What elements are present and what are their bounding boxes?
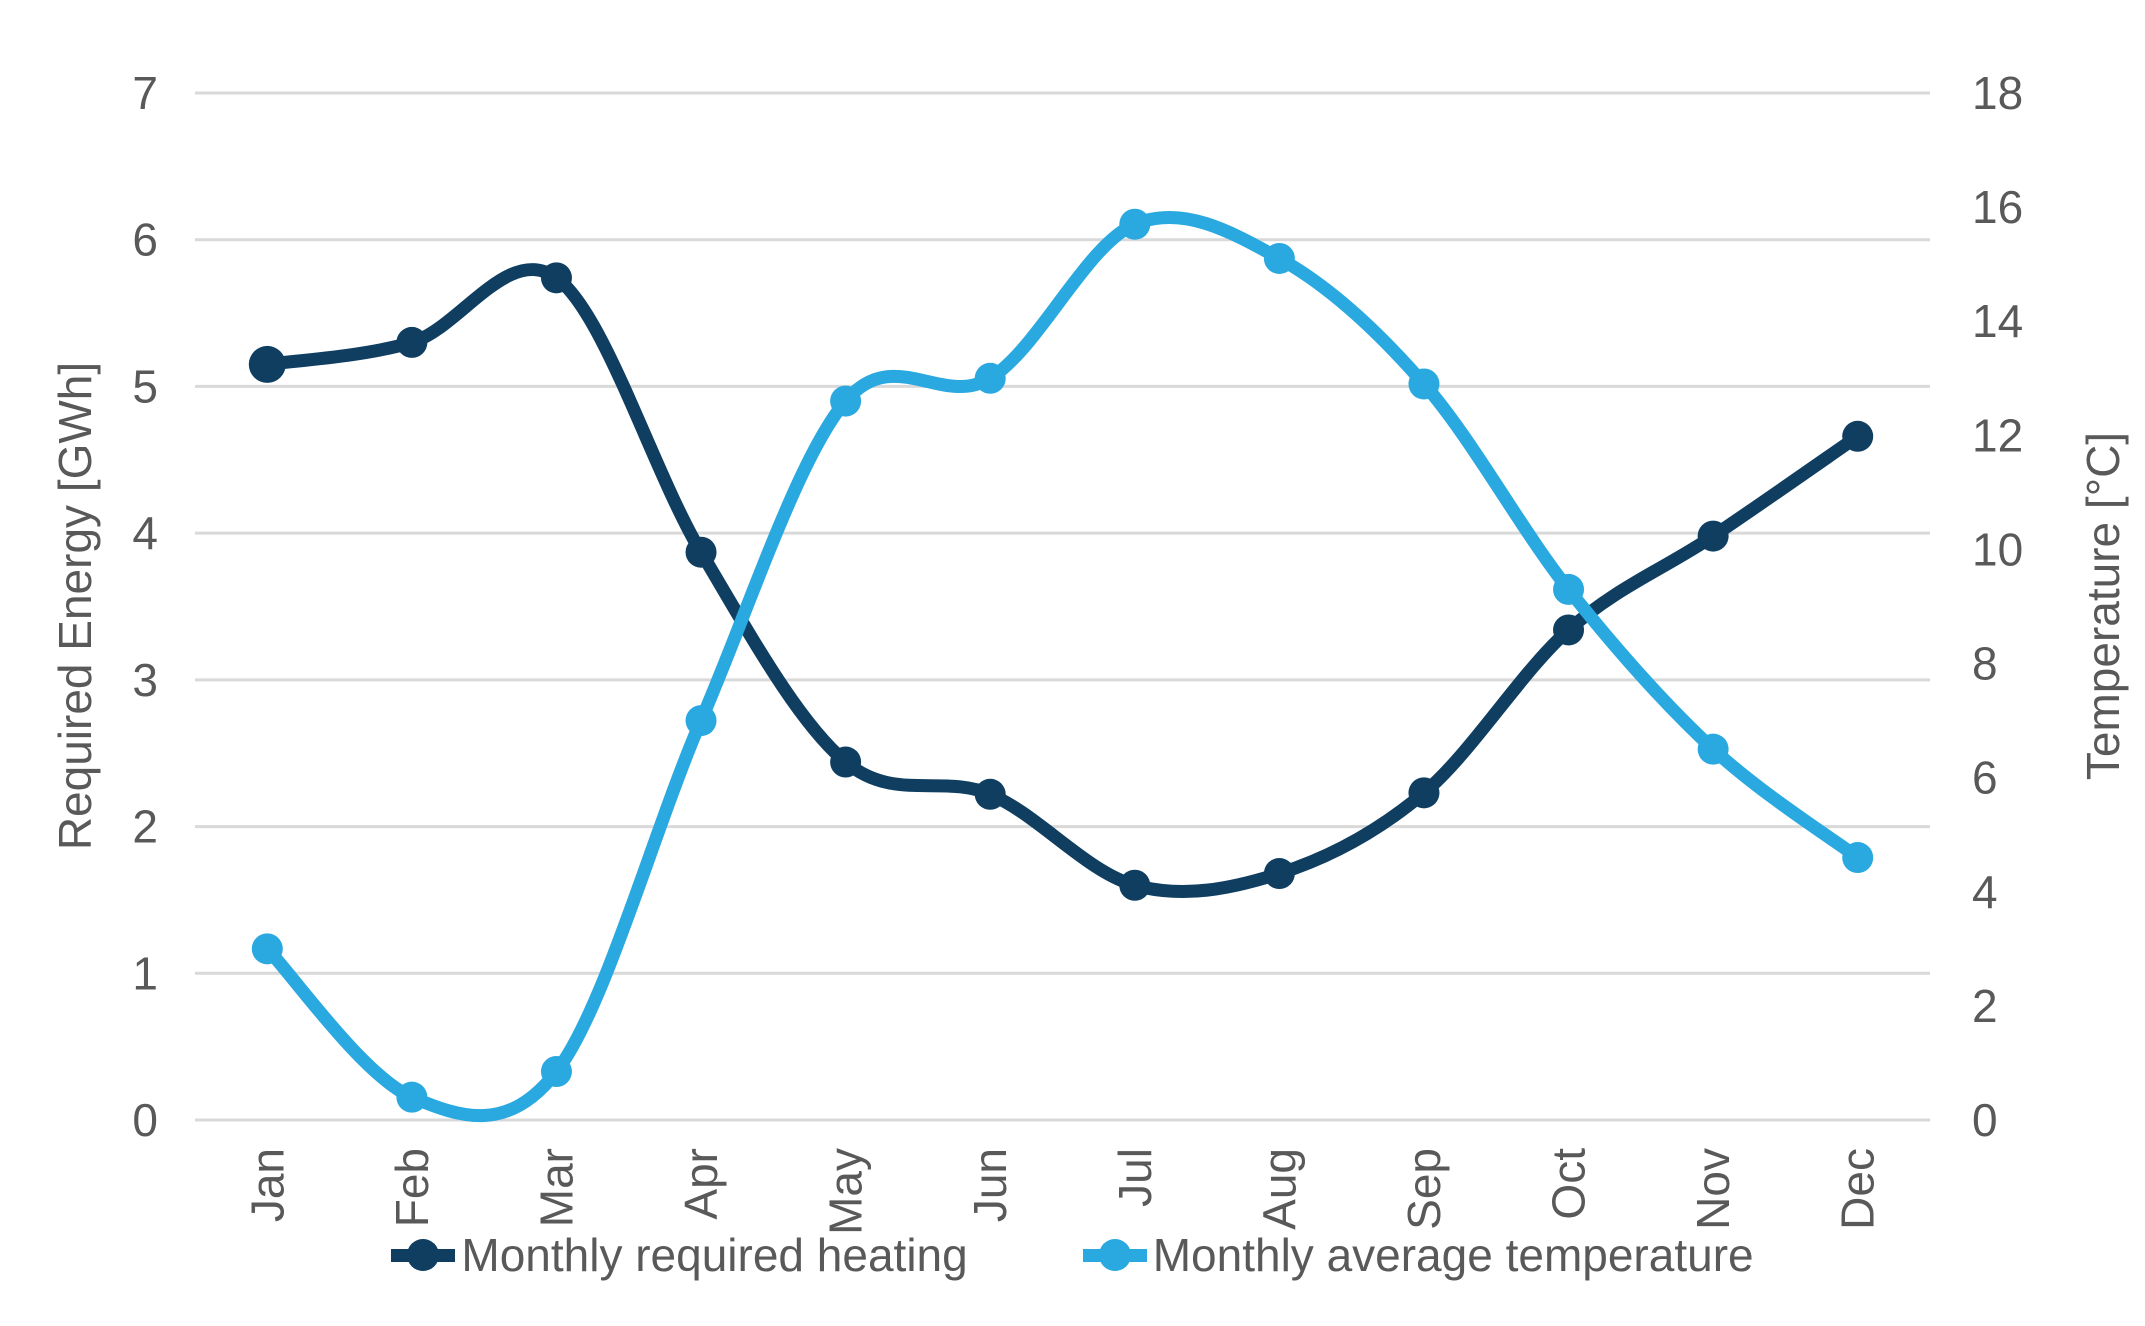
data-point-monthly-average-temperature-sep[interactable] bbox=[1408, 368, 1440, 400]
data-point-monthly-average-temperature-nov[interactable] bbox=[1697, 733, 1729, 765]
data-point-monthly-average-temperature-jun[interactable] bbox=[974, 362, 1006, 394]
right-axis-tick-label: 18 bbox=[1972, 67, 2023, 119]
x-axis-month-label: Jun bbox=[964, 1148, 1016, 1222]
left-axis-title: Required Energy [GWh] bbox=[49, 361, 101, 851]
left-axis-tick-label: 0 bbox=[132, 1094, 158, 1146]
legend-label-temperature: Monthly average temperature bbox=[1152, 1229, 1754, 1281]
x-axis-month-label: Dec bbox=[1832, 1148, 1884, 1230]
data-point-monthly-required-heating-jun[interactable] bbox=[974, 778, 1006, 810]
legend-label-heating: Monthly required heating bbox=[461, 1229, 968, 1281]
left-axis-tick-label: 6 bbox=[132, 214, 158, 266]
data-point-monthly-average-temperature-jul[interactable] bbox=[1119, 208, 1151, 240]
right-axis-tick-label: 14 bbox=[1972, 295, 2023, 347]
data-point-monthly-required-heating-oct[interactable] bbox=[1553, 614, 1585, 646]
x-axis-month-label: Mar bbox=[530, 1148, 582, 1227]
x-axis-month-label: Nov bbox=[1687, 1148, 1739, 1230]
data-point-monthly-average-temperature-feb[interactable] bbox=[396, 1081, 428, 1113]
legend-item-temperature[interactable]: Monthly average temperature bbox=[1082, 1228, 1754, 1282]
data-point-monthly-required-heating-feb[interactable] bbox=[396, 326, 428, 358]
right-axis-tick-label: 8 bbox=[1972, 638, 1998, 690]
series-line-monthly-average-temperature[interactable] bbox=[260, 210, 1865, 1123]
data-point-monthly-average-temperature-dec[interactable] bbox=[1842, 842, 1874, 874]
data-point-monthly-required-heating-jan[interactable] bbox=[248, 345, 286, 383]
data-point-monthly-average-temperature-oct[interactable] bbox=[1553, 573, 1585, 605]
data-point-monthly-average-temperature-mar[interactable] bbox=[540, 1056, 572, 1088]
x-axis-month-label: Sep bbox=[1398, 1148, 1450, 1230]
data-point-monthly-required-heating-jul[interactable] bbox=[1119, 869, 1151, 901]
x-axis-month-label: Jan bbox=[241, 1148, 293, 1222]
x-axis-month-label: Feb bbox=[386, 1148, 438, 1227]
data-point-monthly-required-heating-apr[interactable] bbox=[685, 536, 717, 568]
data-point-monthly-average-temperature-jan[interactable] bbox=[251, 933, 283, 965]
right-axis-tick-label: 10 bbox=[1972, 523, 2023, 575]
series-line-monthly-required-heating[interactable] bbox=[260, 263, 1865, 899]
data-point-monthly-average-temperature-may[interactable] bbox=[830, 385, 862, 417]
right-axis-tick-label: 0 bbox=[1972, 1094, 1998, 1146]
data-point-monthly-required-heating-dec[interactable] bbox=[1842, 420, 1874, 452]
data-point-monthly-average-temperature-apr[interactable] bbox=[685, 705, 717, 737]
right-axis-tick-label: 16 bbox=[1972, 181, 2023, 233]
left-axis-tick-label: 7 bbox=[132, 67, 158, 119]
left-axis-tick-label: 1 bbox=[132, 947, 158, 999]
left-axis-tick-label: 2 bbox=[132, 801, 158, 853]
data-point-monthly-required-heating-sep[interactable] bbox=[1408, 777, 1440, 809]
data-point-monthly-required-heating-mar[interactable] bbox=[540, 262, 572, 294]
right-axis-tick-label: 2 bbox=[1972, 980, 1998, 1032]
heating-series-marker-icon bbox=[391, 1248, 456, 1262]
right-axis-tick-label: 12 bbox=[1972, 409, 2023, 461]
right-axis-tick-label: 6 bbox=[1972, 752, 1998, 804]
left-axis-tick-label: 5 bbox=[132, 360, 158, 412]
left-axis-tick-label: 4 bbox=[132, 507, 158, 559]
right-axis-title: Temperature [°C] bbox=[2077, 431, 2129, 781]
x-axis-month-label: May bbox=[820, 1148, 872, 1235]
x-axis-month-label: Apr bbox=[675, 1148, 727, 1220]
data-point-monthly-required-heating-nov[interactable] bbox=[1697, 520, 1729, 552]
x-axis-month-label: Oct bbox=[1543, 1148, 1595, 1220]
data-point-monthly-required-heating-aug[interactable] bbox=[1263, 858, 1295, 890]
data-point-monthly-average-temperature-aug[interactable] bbox=[1263, 242, 1295, 274]
legend-item-heating[interactable]: Monthly required heating bbox=[391, 1228, 968, 1282]
legend: Monthly required heating Monthly average… bbox=[0, 1228, 2145, 1282]
x-axis-month-label: Jul bbox=[1109, 1148, 1161, 1207]
left-axis-tick-label: 3 bbox=[132, 654, 158, 706]
x-axis-month-label: Aug bbox=[1253, 1148, 1305, 1230]
temperature-series-marker-icon bbox=[1082, 1248, 1147, 1262]
data-point-monthly-required-heating-may[interactable] bbox=[830, 746, 862, 778]
right-axis-tick-label: 4 bbox=[1972, 866, 1998, 918]
